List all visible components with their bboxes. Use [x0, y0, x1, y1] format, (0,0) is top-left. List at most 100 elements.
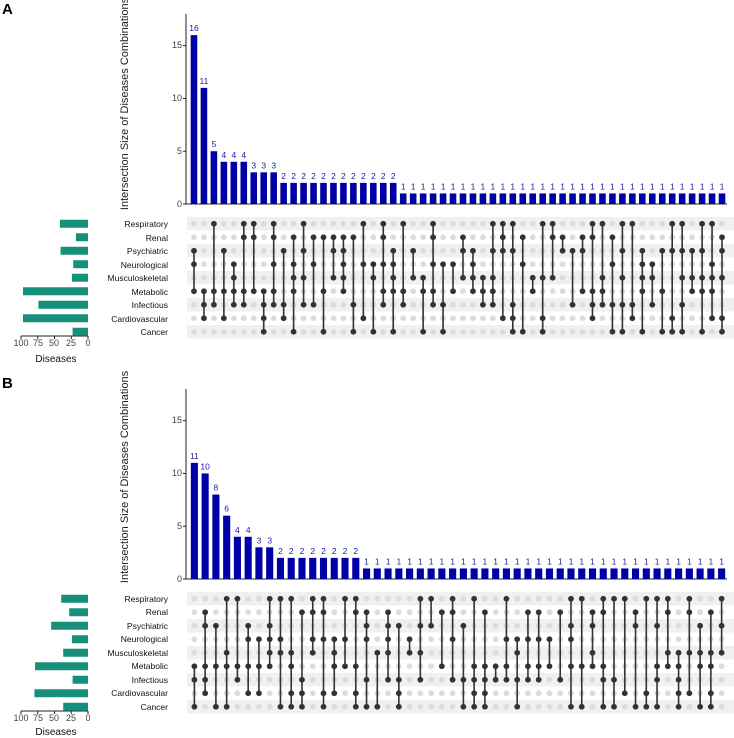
intersection-bar-label: 3 — [261, 160, 266, 170]
matrix-dot-inactive — [460, 595, 467, 602]
intersection-bar-label: 1 — [547, 556, 552, 566]
upset-panel-b: B Intersection Size of Diseases Combinat… — [0, 369, 734, 738]
matrix-dot-inactive — [340, 301, 347, 308]
matrix-dot-inactive — [430, 328, 436, 335]
matrix-dot-inactive — [370, 220, 377, 227]
intersection-bar-label: 2 — [281, 171, 286, 181]
intersection-bar-label: 1 — [719, 556, 724, 566]
matrix-dot-inactive — [420, 220, 427, 227]
matrix-dot-inactive — [406, 690, 413, 697]
intersection-bar — [718, 193, 726, 204]
intersection-bar — [696, 568, 704, 579]
matrix-dot-inactive — [380, 328, 387, 335]
matrix-dot-inactive — [470, 220, 476, 227]
intersection-bar-label: 1 — [633, 556, 638, 566]
matrix-dot-inactive — [649, 220, 656, 227]
intersection-bar-label: 1 — [472, 556, 477, 566]
matrix-dot-inactive — [299, 595, 305, 602]
set-label: Respiratory — [125, 219, 169, 229]
intersection-bar-label: 1 — [431, 181, 436, 191]
matrix-dot-inactive — [250, 315, 257, 322]
intersection-bar — [384, 568, 392, 579]
intersection-bar-label: 1 — [665, 556, 670, 566]
intersection-bar-label: 1 — [612, 556, 617, 566]
intersection-bar-label: 3 — [257, 535, 262, 545]
intersection-bar-label: 1 — [720, 181, 725, 191]
matrix-dot-inactive — [310, 328, 317, 335]
intersection-bar-label: 1 — [601, 556, 606, 566]
set-label: Respiratory — [125, 594, 169, 604]
matrix-dot-inactive — [230, 220, 237, 227]
matrix-dot-inactive — [420, 234, 427, 241]
intersection-bar-label: 1 — [483, 556, 488, 566]
matrix-dot-inactive — [649, 247, 656, 254]
matrix-dot-inactive — [410, 220, 417, 227]
intersection-bar-label: 1 — [680, 181, 685, 191]
matrix-dot-inactive — [245, 703, 252, 710]
matrix-dot-inactive — [492, 649, 499, 656]
intersection-bar-label: 1 — [526, 556, 531, 566]
intersection-bar — [276, 557, 285, 579]
intersection-bar — [698, 193, 706, 204]
intersection-bar-label: 1 — [364, 556, 369, 566]
matrix-dot-inactive — [649, 234, 656, 241]
matrix-dot-inactive — [449, 703, 456, 710]
intersection-bar — [621, 568, 629, 579]
intersection-bar — [200, 87, 208, 204]
intersection-bar-label: 2 — [301, 171, 306, 181]
intersection-bar — [479, 193, 487, 204]
intersection-bar — [439, 193, 447, 204]
intersection-bar-label: 2 — [381, 171, 386, 181]
intersection-bar-label: 1 — [411, 181, 416, 191]
matrix-dot-inactive — [440, 220, 446, 227]
matrix-dot-inactive — [420, 247, 427, 254]
matrix-dot-inactive — [503, 690, 510, 697]
matrix-dot-inactive — [569, 315, 576, 322]
matrix-dot-inactive — [420, 261, 427, 268]
intersection-bar — [352, 557, 360, 579]
intersection-bar-label: 10 — [200, 461, 210, 471]
intersection-bar-label: 1 — [710, 181, 715, 191]
matrix-dot-inactive — [309, 676, 316, 683]
y-tick-label: 5 — [177, 521, 182, 531]
intersection-bar — [201, 473, 209, 579]
matrix-dot-inactive — [331, 595, 338, 602]
matrix-dot-inactive — [201, 328, 207, 335]
matrix-dot-inactive — [514, 622, 521, 629]
matrix-dot-inactive — [546, 595, 553, 602]
matrix-dot-inactive — [649, 315, 656, 322]
intersection-bar-label: 1 — [510, 181, 515, 191]
matrix-dot-inactive — [492, 703, 499, 710]
intersection-bar-label: 1 — [500, 181, 505, 191]
matrix-dot-inactive — [342, 676, 348, 683]
matrix-dot-inactive — [549, 288, 556, 295]
matrix-dot-inactive — [514, 595, 521, 602]
matrix-dot-inactive — [529, 247, 536, 254]
matrix-dot-inactive — [460, 220, 466, 227]
intersection-bar-label: 1 — [655, 556, 660, 566]
matrix-dot-inactive — [350, 220, 357, 227]
matrix-dot-inactive — [385, 703, 391, 710]
set-size-bar — [23, 287, 88, 296]
set-size-bar — [23, 314, 88, 323]
matrix-dot-inactive — [428, 676, 434, 683]
matrix-dot-inactive — [529, 301, 536, 308]
matrix-dot-inactive — [589, 676, 596, 683]
intersection-bar-label: 11 — [200, 76, 209, 86]
intersection-bar — [578, 568, 586, 579]
matrix-dot-inactive — [579, 315, 586, 322]
set-label: Neurological — [121, 634, 168, 644]
set-size-bar — [35, 662, 88, 671]
matrix-dot-inactive — [310, 220, 317, 227]
set-label: Cancer — [141, 702, 169, 712]
intersection-bar-label: 16 — [189, 23, 199, 33]
matrix-dot-inactive — [689, 220, 696, 227]
y-tick-label: 0 — [177, 199, 182, 209]
intersection-bar — [395, 568, 403, 579]
matrix-dot-inactive — [525, 595, 531, 602]
matrix-dot-inactive — [250, 301, 257, 308]
intersection-bar — [459, 568, 467, 579]
matrix-dot-inactive — [309, 703, 316, 710]
matrix-dot-inactive — [529, 328, 536, 335]
matrix-dot-inactive — [260, 247, 267, 254]
